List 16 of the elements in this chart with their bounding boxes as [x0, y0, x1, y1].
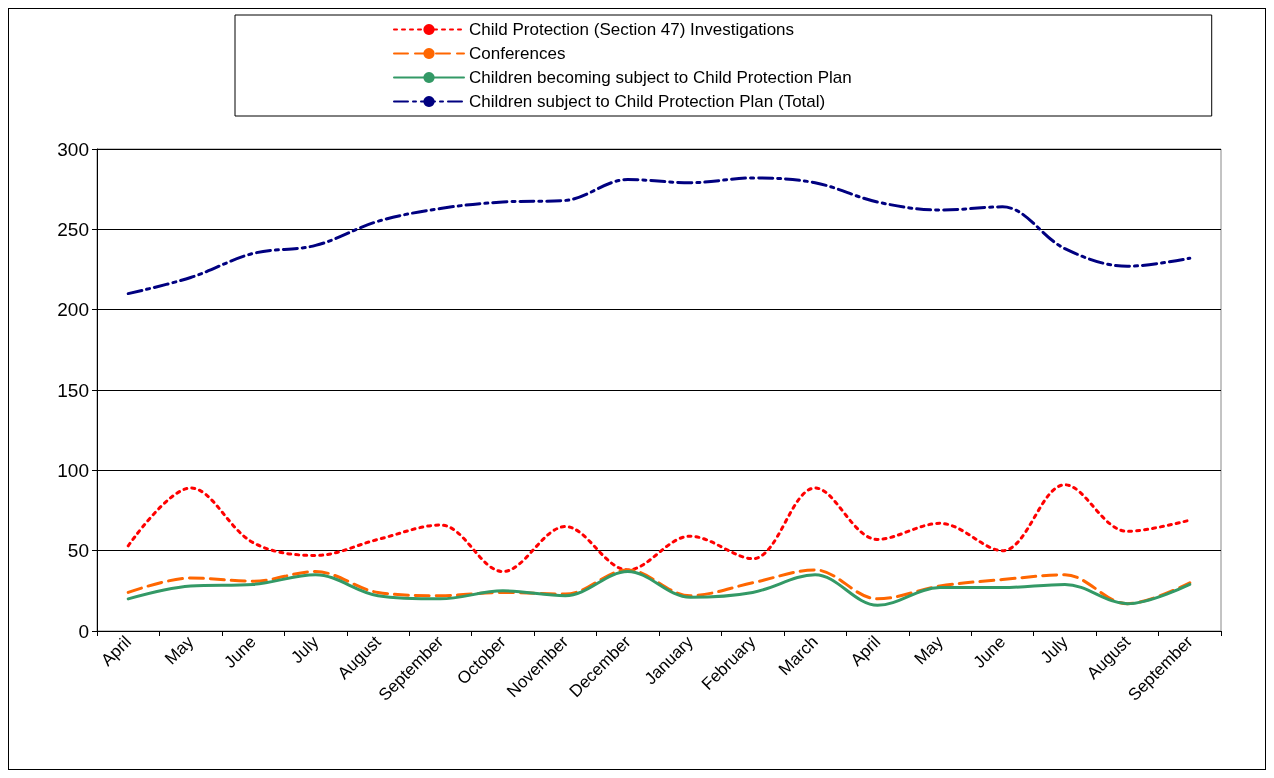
legend-label: Conferences — [469, 44, 566, 63]
legend-label: Child Protection (Section 47) Investigations — [469, 20, 795, 39]
y-tick-label: 0 — [78, 620, 89, 642]
y-tick-label: 200 — [57, 299, 89, 321]
y-tick-label: 50 — [67, 540, 89, 562]
x-tick-label: May — [910, 631, 948, 669]
x-tick-label: July — [287, 631, 323, 668]
y-tick-label: 150 — [57, 379, 89, 401]
x-tick-label: May — [161, 631, 198, 669]
legend-label: Children becoming subject to Child Protection Plan — [469, 68, 852, 87]
legend-label: Children subject to Child Protection Plan (Total) — [469, 92, 826, 111]
y-tick-label: 300 — [57, 138, 89, 160]
x-tick-label: July — [1036, 631, 1072, 668]
y-tick-label: 100 — [57, 459, 89, 481]
line-series — [126, 176, 1192, 296]
y-tick-label: 250 — [57, 218, 89, 240]
